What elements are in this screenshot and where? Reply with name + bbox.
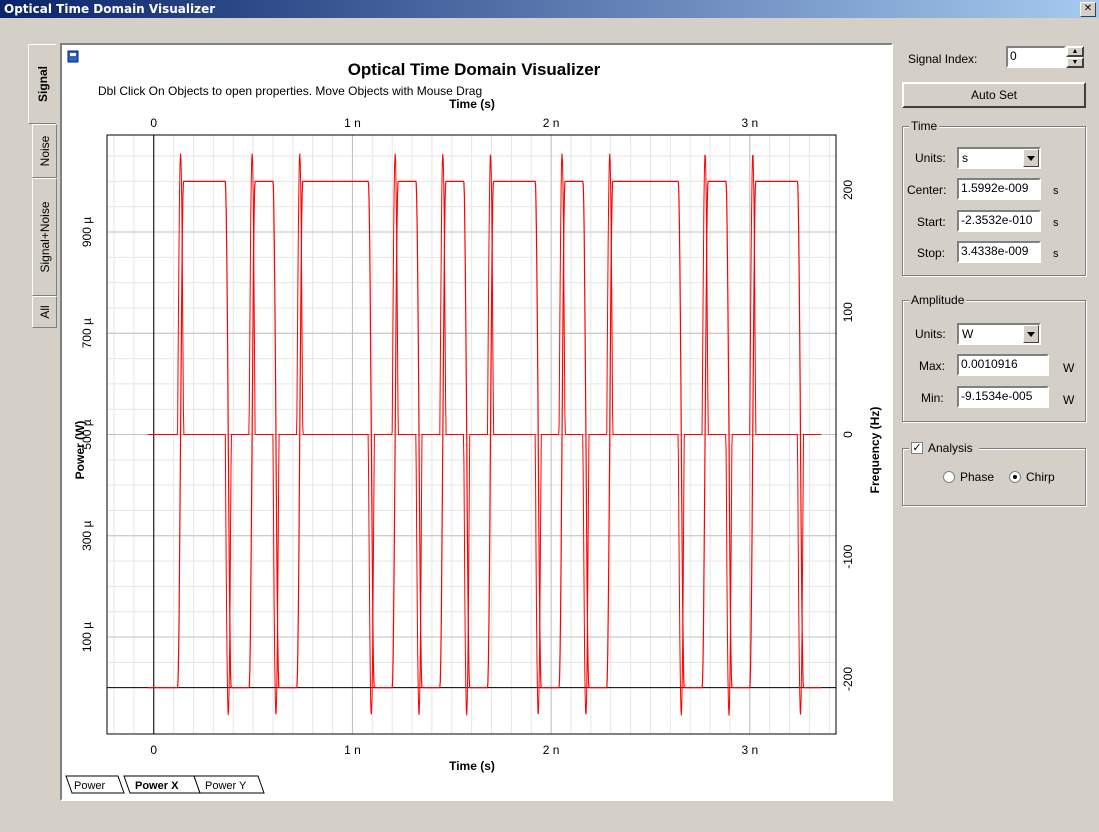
start-input[interactable]: -2.3532e-010 xyxy=(957,210,1041,232)
axis-ticks: 0 0 1 n 1 n 2 n 2 n 3 n 3 n 100 µ 300 µ 500 µ 700 µ… xyxy=(80,116,855,757)
window-titlebar: Optical Time Domain Visualizer ✕ xyxy=(0,0,1099,18)
tab-signal[interactable]: Signal xyxy=(28,44,56,124)
plot-hint: Dbl Click On Objects to open properties.… xyxy=(98,84,482,98)
bottom-tick-label: 1 n xyxy=(344,743,361,757)
bottom-tick-label: 0 xyxy=(150,743,157,757)
max-label: Max: xyxy=(919,359,946,373)
phase-radio[interactable] xyxy=(943,471,955,483)
stop-input[interactable]: 3.4338e-009 xyxy=(957,241,1041,263)
max-input[interactable]: 0.0010916 xyxy=(957,354,1049,376)
analysis-header: ✓ Analysis xyxy=(909,441,979,455)
tab-noise[interactable]: Noise xyxy=(32,124,57,178)
left-tick-label: 500 µ xyxy=(80,419,94,449)
left-tick-label: 700 µ xyxy=(80,318,94,348)
auto-set-button[interactable]: Auto Set xyxy=(902,82,1086,108)
time-group-title: Time xyxy=(909,119,940,133)
right-tick-label: 200 xyxy=(841,180,855,200)
tab-noise-label: Noise xyxy=(37,135,52,167)
chevron-down-icon[interactable] xyxy=(1023,149,1039,167)
signal-index-value: 0 xyxy=(1010,49,1017,63)
center-label: Center: xyxy=(907,183,947,197)
tab-power-x-label: Power X xyxy=(135,780,179,792)
bottom-tick-label: 2 n xyxy=(543,743,560,757)
center-unit: s xyxy=(1053,185,1059,197)
stop-value: 3.4338e-009 xyxy=(961,244,1029,258)
top-axis-label: Time (s) xyxy=(449,97,495,111)
tab-power[interactable] xyxy=(65,775,125,794)
left-tick-label: 300 µ xyxy=(80,521,94,551)
start-value: -2.3532e-010 xyxy=(961,213,1033,227)
top-tick-label: 2 n xyxy=(543,116,560,130)
right-axis-label: Frequency (Hz) xyxy=(868,407,882,494)
max-value: 0.0010916 xyxy=(961,357,1018,371)
amp-units-select[interactable]: W xyxy=(957,323,1041,345)
right-tick-label: -100 xyxy=(841,544,855,568)
chirp-radio[interactable] xyxy=(1009,471,1021,483)
phase-label: Phase xyxy=(960,470,995,484)
tab-all[interactable]: All xyxy=(32,296,57,328)
time-group: Time Units: s Center: 1.5992e-009 s Star… xyxy=(902,119,1086,276)
spin-down-button[interactable]: ▼ xyxy=(1066,57,1084,68)
time-units-select[interactable]: s xyxy=(957,147,1041,169)
tab-signal-label: Signal xyxy=(35,65,50,103)
tab-power-y-label: Power Y xyxy=(205,780,247,792)
min-input[interactable]: -9.1534e-005 xyxy=(957,386,1049,408)
min-label: Min: xyxy=(921,391,944,405)
analysis-label: Analysis xyxy=(928,441,973,455)
amplitude-group: Amplitude Units: W Max: 0.0010916 W Min:… xyxy=(902,293,1086,422)
bottom-tab-strip: Power Power X Power Y xyxy=(65,775,265,794)
tab-signal-noise-label: Signal+Noise xyxy=(37,201,52,273)
close-icon[interactable]: ✕ xyxy=(1080,2,1096,17)
power-trace xyxy=(147,180,822,689)
chirp-trace xyxy=(147,153,822,716)
plot-title: Optical Time Domain Visualizer xyxy=(348,60,601,79)
top-tick-label: 3 n xyxy=(741,116,758,130)
auto-set-label: Auto Set xyxy=(970,88,1018,102)
max-unit: W xyxy=(1063,361,1075,375)
min-unit: W xyxy=(1063,393,1075,407)
plot-panel: Optical Time Domain Visualizer Dbl Click… xyxy=(60,43,893,801)
time-units-value: s xyxy=(962,151,968,165)
tab-all-label: All xyxy=(37,305,52,319)
bottom-axis-label: Time (s) xyxy=(449,759,495,773)
chart[interactable]: Optical Time Domain Visualizer Dbl Click… xyxy=(62,45,891,799)
left-tick-label: 900 µ xyxy=(80,217,94,247)
stop-unit: s xyxy=(1053,248,1059,260)
analysis-checkbox[interactable]: ✓ xyxy=(911,441,923,454)
left-tick-label: 100 µ xyxy=(80,622,94,652)
series-group xyxy=(147,153,822,716)
panel-icon[interactable] xyxy=(67,50,79,63)
right-tick-label: 0 xyxy=(841,431,855,438)
window-title: Optical Time Domain Visualizer xyxy=(4,2,216,16)
chevron-down-icon[interactable] xyxy=(1023,325,1039,343)
top-tick-label: 0 xyxy=(150,116,157,130)
right-tick-label: 100 xyxy=(841,302,855,322)
chirp-label: Chirp xyxy=(1026,470,1055,484)
start-label: Start: xyxy=(917,215,946,229)
signal-index-input[interactable]: 0 xyxy=(1006,46,1066,68)
amp-units-value: W xyxy=(962,327,974,341)
tab-power-label: Power xyxy=(74,780,106,792)
tab-power-y[interactable] xyxy=(193,775,265,794)
spin-up-button[interactable]: ▲ xyxy=(1066,46,1084,57)
min-value: -9.1534e-005 xyxy=(961,389,1033,403)
tab-signal-noise[interactable]: Signal+Noise xyxy=(32,178,57,296)
time-units-label: Units: xyxy=(915,151,946,165)
signal-index-label: Signal Index: xyxy=(908,52,978,66)
center-value: 1.5992e-009 xyxy=(961,181,1029,195)
amplitude-group-title: Amplitude xyxy=(909,293,967,307)
plot-frame xyxy=(106,134,837,735)
bottom-tick-label: 3 n xyxy=(741,743,758,757)
analysis-group: ✓ Analysis Phase Chirp xyxy=(902,441,1086,506)
stop-label: Stop: xyxy=(917,246,946,260)
amp-units-label: Units: xyxy=(915,327,946,341)
left-axis-label: Power (W) xyxy=(73,421,87,480)
center-input[interactable]: 1.5992e-009 xyxy=(957,178,1041,200)
top-tick-label: 1 n xyxy=(344,116,361,130)
start-unit: s xyxy=(1053,217,1059,229)
right-tick-label: -200 xyxy=(841,667,855,691)
